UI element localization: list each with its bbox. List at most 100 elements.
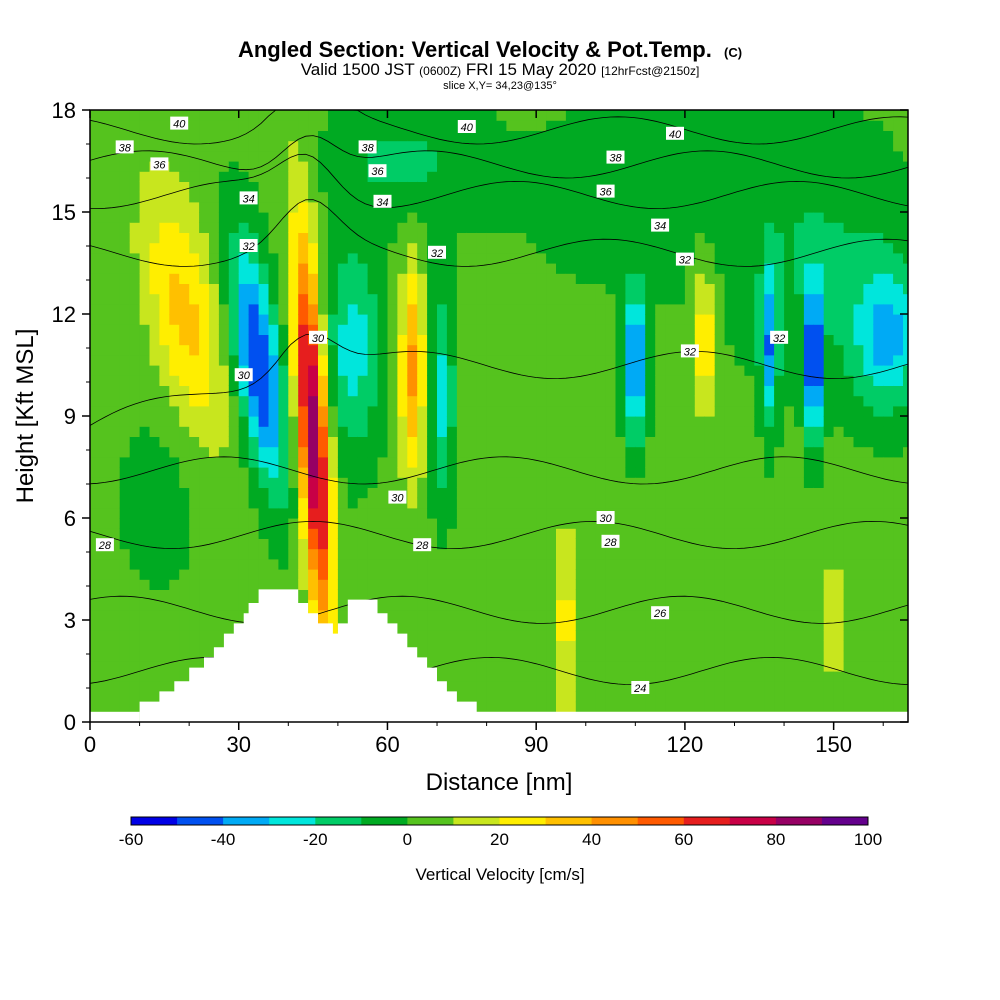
field-cell [367,375,379,386]
field-cell [496,273,507,284]
field-cell [119,375,131,386]
field-cell [288,467,299,478]
field-cell [794,538,805,550]
field-cell [625,171,636,182]
field-cell [397,354,408,366]
field-cell [456,110,468,121]
field-cell [99,416,111,427]
field-cell [556,538,567,550]
field-cell [615,140,626,152]
field-cell [99,344,111,356]
field-cell [714,242,726,254]
field-cell [813,660,825,672]
field-cell [238,405,250,417]
field-cell [526,252,537,264]
field-cell [635,609,646,621]
field-cell [853,609,864,621]
field-cell [90,252,101,264]
field-cell [556,150,567,162]
field-cell [684,518,696,529]
field-cell [863,273,874,284]
field-cell [298,242,309,254]
field-cell [456,467,468,478]
field-cell [714,334,726,346]
field-cell [526,599,537,611]
field-cell [764,365,775,376]
field-cell [456,446,468,458]
field-cell [833,620,845,631]
field-cell [258,212,270,223]
field-cell [90,691,101,703]
field-cell [744,263,755,274]
field-cell [318,161,329,172]
field-cell [308,538,319,550]
field-cell [645,589,656,601]
field-cell [585,140,597,152]
field-cell [328,609,339,621]
field-cell [437,456,448,468]
field-cell [99,487,111,499]
field-cell [466,609,478,621]
field-cell [209,467,220,478]
field-cell [189,303,200,315]
field-cell [437,558,448,570]
field-cell [803,140,815,152]
field-cell [536,528,547,539]
field-cell [337,375,349,386]
field-cell [873,263,884,274]
field-cell [427,569,438,580]
field-cell [466,242,478,254]
field-cell [476,222,488,233]
field-cell [129,467,141,478]
field-cell [615,314,626,325]
field-cell [456,263,468,274]
field-cell [199,497,210,509]
field-cell [476,140,488,152]
field-cell [833,334,845,346]
field-cell [90,365,101,376]
field-cell [546,120,557,131]
field-cell [635,691,646,703]
field-cell [794,467,805,478]
field-cell [90,191,101,203]
field-cell [476,375,488,386]
field-cell [536,120,547,131]
field-cell [238,579,250,590]
field-cell [209,405,220,417]
field-cell [288,161,299,172]
field-cell [784,314,795,325]
field-cell [803,314,815,325]
field-cell [258,385,270,397]
field-cell [288,548,299,560]
field-cell [645,436,656,448]
field-cell [387,324,398,335]
field-cell [873,293,884,305]
field-cell [446,242,458,254]
field-cell [139,528,151,539]
field-cell [585,130,597,142]
field-cell [209,201,220,213]
field-cell [655,283,666,295]
field-cell [585,324,597,335]
field-cell [476,681,488,692]
field-cell [99,181,111,193]
field-cell [90,467,101,478]
field-cell [288,293,299,305]
chart-title-main: Angled Section: Vertical Velocity & Pot.… [238,37,712,62]
field-cell [526,518,537,529]
field-cell [585,507,597,519]
field-cell [784,609,795,621]
field-cell [556,283,567,295]
field-cell [466,538,478,550]
field-cell [248,395,260,407]
field-cell [268,365,279,376]
field-cell [625,477,636,488]
field-cell [784,395,795,407]
field-cell [357,385,369,397]
field-cell [625,242,636,254]
valid-date: FRI 15 May 2020 [466,60,596,79]
field-cell [546,201,557,213]
field-cell [337,467,349,478]
field-cell [625,293,636,305]
field-cell [179,487,190,499]
